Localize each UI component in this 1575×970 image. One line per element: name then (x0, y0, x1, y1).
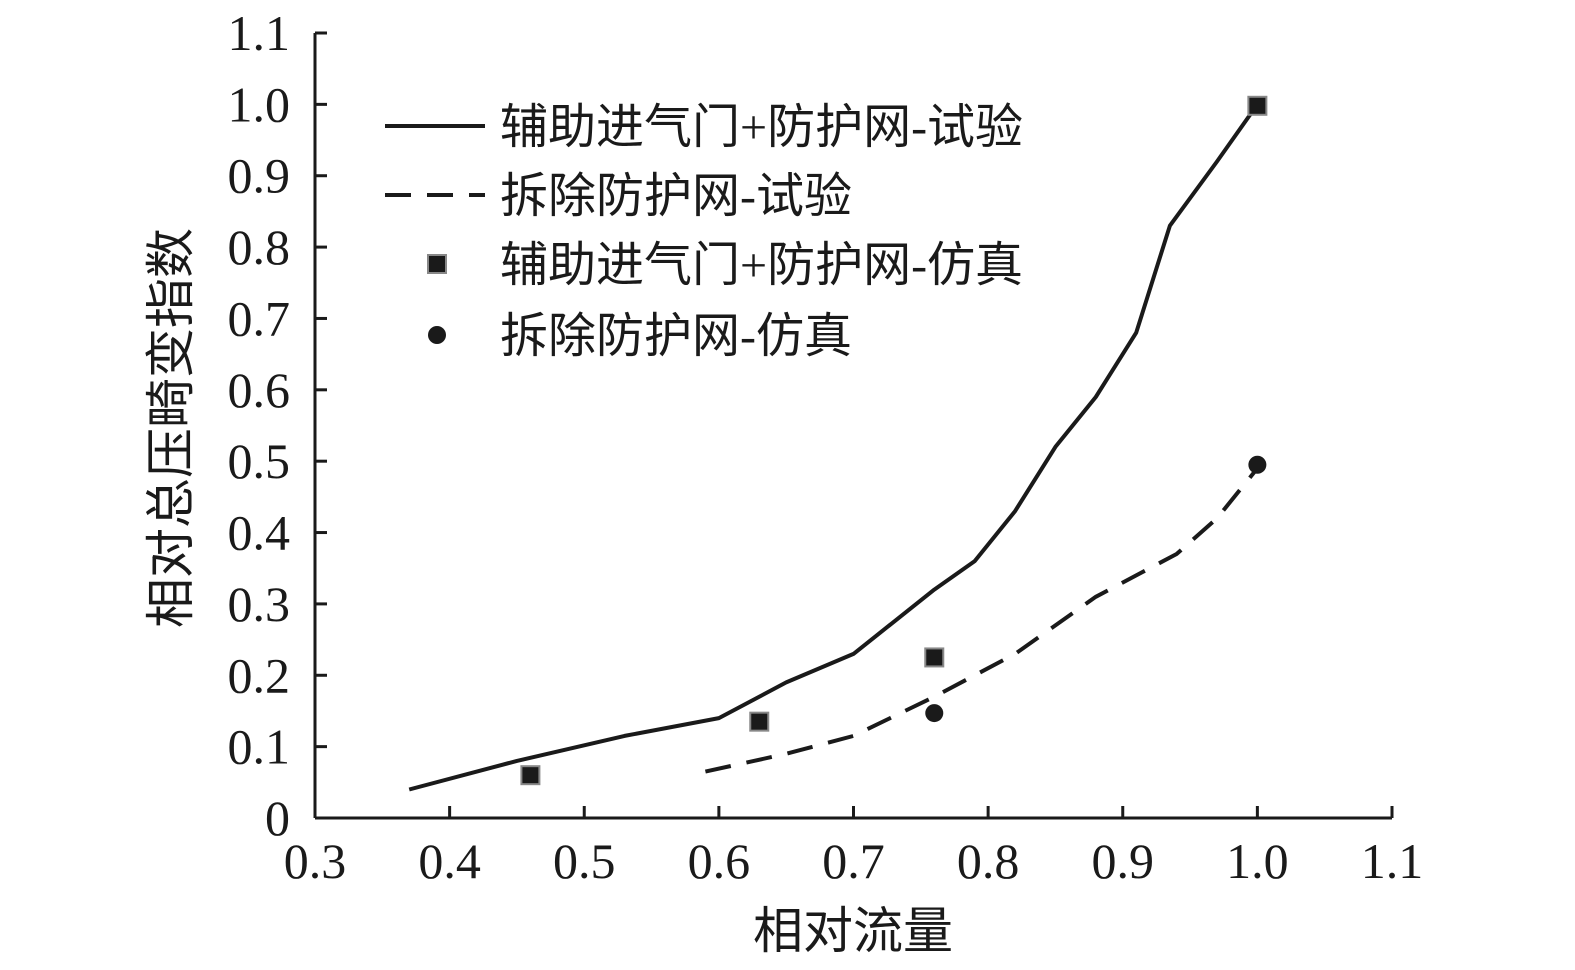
y-tick-label: 0.1 (228, 719, 291, 775)
legend-circle-marker (428, 326, 446, 344)
circle-marker (925, 704, 944, 723)
circle-marker (1248, 455, 1267, 474)
y-tick-label: 0.5 (228, 433, 291, 489)
x-ticks: 0.3 0.4 0.5 0.6 0.7 0.8 0.9 1.0 1.1 (284, 806, 1424, 889)
series-line-1 (704, 467, 1259, 774)
series-layer (408, 95, 1268, 792)
legend-label: 拆除防护网-试验 (500, 170, 852, 223)
x-tick-label: 0.5 (553, 833, 616, 889)
y-tick-label: 0 (265, 790, 290, 846)
x-tick-label: 0.4 (418, 833, 481, 889)
x-tick-label: 0.8 (957, 833, 1020, 889)
x-tick-label: 0.7 (822, 833, 885, 889)
y-tick-label: 0.6 (228, 362, 291, 418)
y-tick-label: 0.8 (228, 219, 291, 275)
y-tick-label: 0.7 (228, 290, 291, 346)
square-marker (520, 765, 541, 786)
square-marker (1247, 95, 1268, 116)
series-line-0 (408, 103, 1260, 792)
legend-label: 拆除防护网-仿真 (500, 310, 852, 363)
x-axis-title: 相对流量 (753, 903, 953, 959)
y-axis-title: 相对总压畸变指数 (143, 228, 199, 628)
y-tick-label: 0.2 (228, 647, 291, 703)
x-tick-label: 1.0 (1226, 833, 1289, 889)
legend-label: 辅助进气门+防护网-试验 (500, 101, 1023, 154)
y-tick-label: 1.1 (228, 5, 291, 61)
square-marker (924, 647, 945, 668)
x-tick-label: 0.6 (688, 833, 751, 889)
legend-square-marker (427, 254, 447, 274)
y-tick-label: 0.4 (228, 505, 291, 561)
y-tick-label: 1.0 (228, 76, 291, 132)
x-tick-label: 0.3 (284, 833, 347, 889)
x-tick-label: 0.9 (1092, 833, 1155, 889)
y-tick-label: 0.9 (228, 148, 291, 204)
legend-label: 辅助进气门+防护网-仿真 (500, 239, 1023, 292)
y-tick-label: 0.3 (228, 576, 291, 632)
y-ticks: 0 0.1 0.2 0.3 0.4 0.5 0.6 0.7 0.8 0.9 1.0 1.1 (228, 5, 327, 846)
x-tick-label: 1.1 (1361, 833, 1424, 889)
square-marker (749, 711, 770, 732)
